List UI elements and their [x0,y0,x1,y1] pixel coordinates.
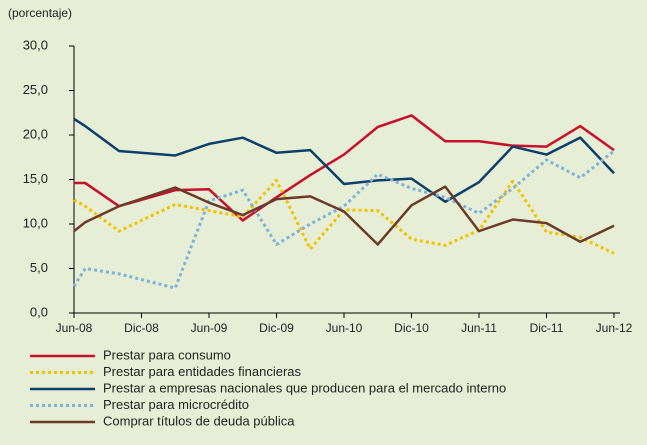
series-line [73,185,615,246]
x-tick-label: Jun-12 [596,321,633,335]
series-line [72,149,615,290]
x-tick-label: Jun-09 [191,321,228,335]
y-tick-label: 10,0 [23,215,48,230]
y-tick-label: 0,0 [30,304,48,319]
legend-label: Prestar a empresas nacionales que produc… [103,380,506,395]
series-line [74,114,615,222]
series-line [73,178,615,255]
legend-label: Prestar para microcrédito [103,397,249,412]
legend-label: Prestar para consumo [103,347,231,362]
x-tick-label: Jun-08 [56,321,93,335]
legend-label: Prestar para entidades financieras [103,364,302,379]
x-tick-label: Dic-10 [394,321,429,335]
y-tick-label: 25,0 [23,82,48,97]
x-tick-label: Dic-09 [259,321,294,335]
y-tick-label: 20,0 [23,126,48,141]
x-tick-label: Dic-08 [124,321,159,335]
x-tick-label: Jun-10 [326,321,363,335]
y-tick-label: 5,0 [30,260,48,275]
x-tick-label: Dic-11 [530,321,564,335]
series-line [73,117,615,203]
y-axis-label: (porcentaje) [8,6,72,20]
legend-label: Comprar títulos de deuda pública [103,413,295,428]
y-tick-label: 15,0 [23,171,48,186]
y-tick-label: 30,0 [23,37,48,52]
x-tick-label: Jun-11 [461,321,497,335]
